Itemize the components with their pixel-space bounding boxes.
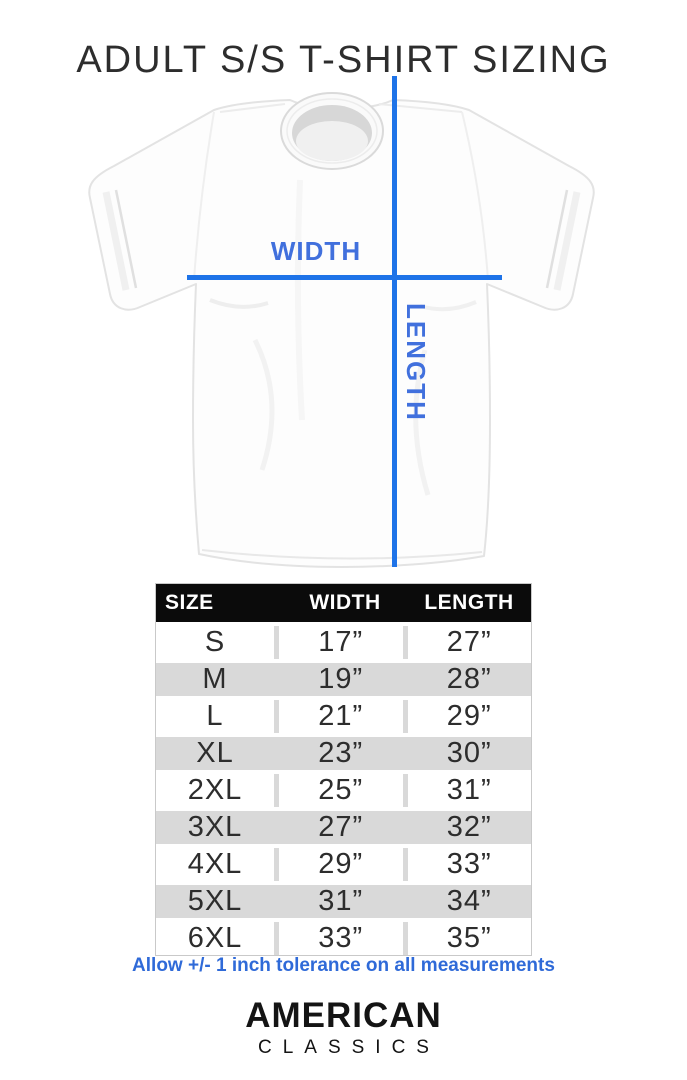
size-cell: 5XL	[187, 885, 243, 917]
width-label: WIDTH	[270, 236, 362, 266]
width-cell: 29”	[274, 848, 403, 881]
length-cell: 33”	[402, 848, 532, 881]
brand-logo: AMERICAN CLASSICS	[0, 996, 687, 1059]
width-cell: 31”	[274, 885, 403, 918]
size-cell: 2XL	[187, 774, 243, 806]
size-cell: XL	[196, 737, 234, 769]
length-cell: 27”	[402, 626, 532, 659]
size-chart-header-row: SIZE WIDTH LENGTH	[156, 584, 531, 622]
table-row: 4XL 29” 33”	[156, 848, 531, 881]
table-row: 3XL 27” 32”	[156, 811, 531, 844]
length-cell: 32”	[402, 811, 532, 844]
length-cell: 28”	[402, 663, 532, 696]
width-cell: 21”	[274, 700, 403, 733]
size-chart-table: SIZE WIDTH LENGTH S 17” 27” M 19” 28” L 21” 29” X…	[155, 583, 532, 956]
tshirt-collar	[280, 92, 384, 170]
length-cell: 30”	[402, 737, 532, 770]
brand-name-primary: AMERICAN	[245, 996, 442, 1035]
size-cell: M	[202, 663, 228, 695]
size-chart-body: S 17” 27” M 19” 28” L 21” 29” XL 23” 30” 2XL 25” 31” 3X…	[156, 626, 531, 955]
width-measure-line	[187, 275, 502, 280]
length-cell: 35”	[402, 922, 532, 955]
page-title: ADULT S/S T-SHIRT SIZING	[76, 39, 611, 82]
header-length: LENGTH	[424, 591, 514, 614]
table-row: XL 23” 30”	[156, 737, 531, 770]
brand-name-secondary: CLASSICS	[258, 1037, 440, 1058]
table-row: L 21” 29”	[156, 700, 531, 733]
width-cell: 23”	[274, 737, 403, 770]
width-cell: 17”	[274, 626, 403, 659]
width-cell: 25”	[274, 774, 403, 807]
size-cell: 6XL	[187, 922, 243, 954]
table-row: 6XL 33” 35”	[156, 922, 531, 955]
width-cell: 33”	[274, 922, 403, 955]
tolerance-note: Allow +/- 1 inch tolerance on all measur…	[132, 955, 555, 976]
table-row: M 19” 28”	[156, 663, 531, 696]
size-cell: 4XL	[187, 848, 243, 880]
length-cell: 31”	[402, 774, 532, 807]
length-cell: 34”	[402, 885, 532, 918]
table-row: 5XL 31” 34”	[156, 885, 531, 918]
size-cell: L	[206, 700, 224, 732]
length-measure-line	[392, 76, 397, 567]
header-width: WIDTH	[309, 591, 381, 614]
length-cell: 29”	[402, 700, 532, 733]
header-size: SIZE	[165, 591, 214, 614]
width-cell: 19”	[274, 663, 403, 696]
length-label: LENGTH	[401, 303, 431, 422]
tshirt-body	[88, 99, 595, 568]
size-cell: 3XL	[187, 811, 243, 843]
tshirt-photo	[88, 92, 595, 568]
table-row: 2XL 25” 31”	[156, 774, 531, 807]
size-cell: S	[204, 626, 226, 658]
width-cell: 27”	[274, 811, 403, 844]
table-row: S 17” 27”	[156, 626, 531, 659]
